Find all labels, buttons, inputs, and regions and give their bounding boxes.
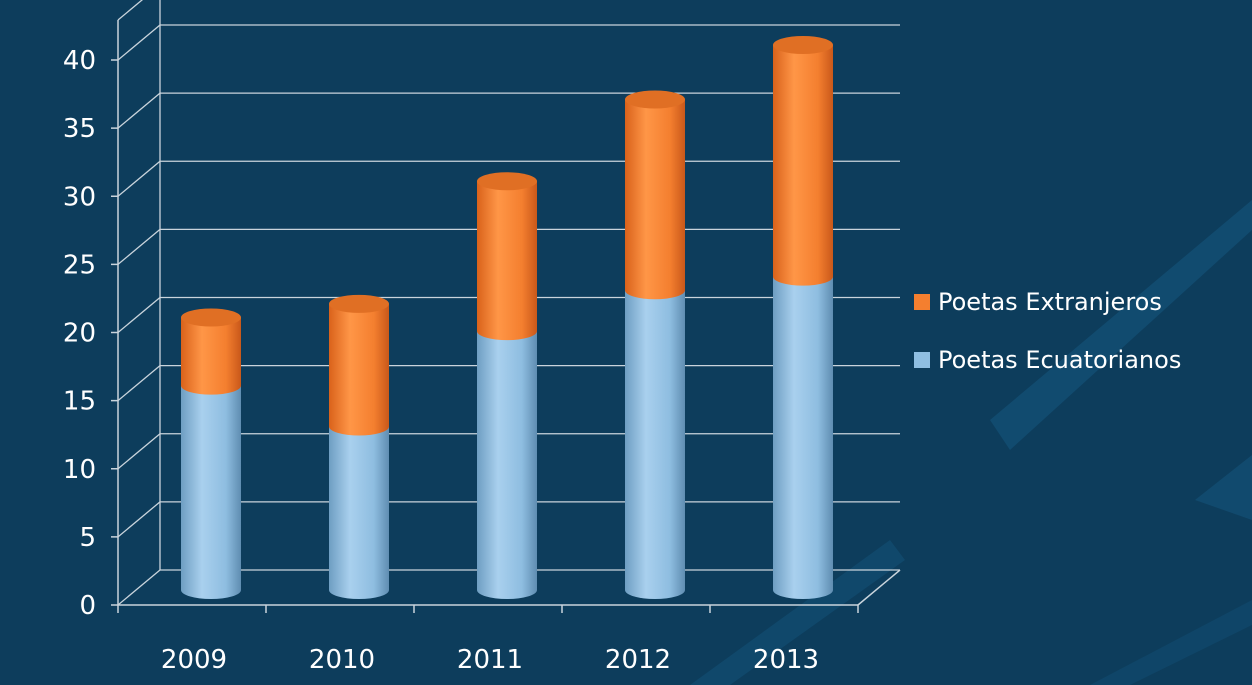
- background-shard: [990, 200, 1252, 450]
- y-tick-label: 10: [63, 455, 96, 485]
- x-tick-label: 2009: [161, 645, 227, 675]
- background-shard: [1195, 455, 1252, 520]
- y-tick-label: 40: [63, 46, 96, 76]
- bar-ecuatorianos-2012: [625, 290, 685, 599]
- cylinder-top-cap: [625, 90, 685, 109]
- y-tick-label: 5: [79, 523, 96, 553]
- y-tick-label: 25: [63, 250, 96, 280]
- bar-ecuatorianos-2011: [477, 331, 537, 599]
- cylinder-body: [625, 99, 685, 300]
- cylinder-body: [329, 303, 389, 436]
- y-tick-label: 20: [63, 319, 96, 349]
- grid-line-side: [117, 0, 144, 21]
- x-tick-label: 2012: [605, 645, 671, 675]
- cylinder-top-cap: [477, 172, 537, 191]
- cylinder-body: [181, 385, 241, 599]
- bar-ecuatorianos-2009: [181, 385, 241, 599]
- background-shard: [1090, 600, 1252, 685]
- grid-line-side: [117, 365, 161, 402]
- bar-ecuatorianos-2010: [329, 426, 389, 599]
- x-tick-label: 2011: [457, 645, 523, 675]
- grid-line-side: [117, 433, 161, 470]
- cylinder-top-cap: [181, 308, 241, 327]
- legend-label: Poetas Ecuatorianos: [938, 346, 1181, 374]
- legend-swatch: [914, 294, 930, 310]
- floor-edge: [857, 569, 901, 606]
- axes: [111, 20, 901, 613]
- grid-line-side: [117, 228, 161, 265]
- legend-label: Poetas Extranjeros: [938, 288, 1162, 316]
- background-shard: [690, 540, 905, 685]
- cylinder-top-cap: [773, 36, 833, 54]
- background-decoration: [690, 200, 1252, 685]
- bar-extranjeros-2012: [625, 99, 685, 300]
- cylinder-body: [773, 45, 833, 286]
- y-tick-label: 15: [63, 387, 96, 417]
- cylinder-body: [773, 276, 833, 599]
- x-tick-label: 2013: [753, 645, 819, 675]
- bar-ecuatorianos-2013: [773, 276, 833, 599]
- grid-line-side: [117, 92, 161, 129]
- grid-line-side: [117, 569, 161, 606]
- y-tick-label: 30: [63, 182, 96, 212]
- cylinder-body: [625, 290, 685, 599]
- cylinder-body: [329, 426, 389, 599]
- x-tick-label: 2010: [309, 645, 375, 675]
- cylinder-body: [477, 181, 537, 341]
- legend: Poetas Extranjeros Poetas Ecuatorianos: [914, 288, 1181, 374]
- cylinder-body: [181, 317, 242, 395]
- y-tick-label: 0: [79, 591, 96, 621]
- grid-line-side: [117, 160, 161, 197]
- grid-line-side: [117, 297, 161, 333]
- bar-extranjeros-2010: [329, 303, 389, 436]
- bar-extranjeros-2011: [477, 181, 537, 341]
- tick-labels: 0 5 10 15 20 25 30 35 40 2009 2010 2011 2012 2013: [63, 46, 819, 675]
- bars: [181, 36, 833, 599]
- bar-extranjeros-2013: [773, 45, 833, 286]
- legend-swatch: [914, 352, 930, 368]
- bar-extranjeros-2009: [181, 317, 242, 395]
- grid-line-side: [117, 501, 161, 538]
- grid-line-side: [117, 24, 161, 61]
- cylinder-top-cap: [329, 294, 389, 313]
- cylinder-body: [477, 331, 537, 599]
- y-tick-label: 35: [63, 114, 96, 144]
